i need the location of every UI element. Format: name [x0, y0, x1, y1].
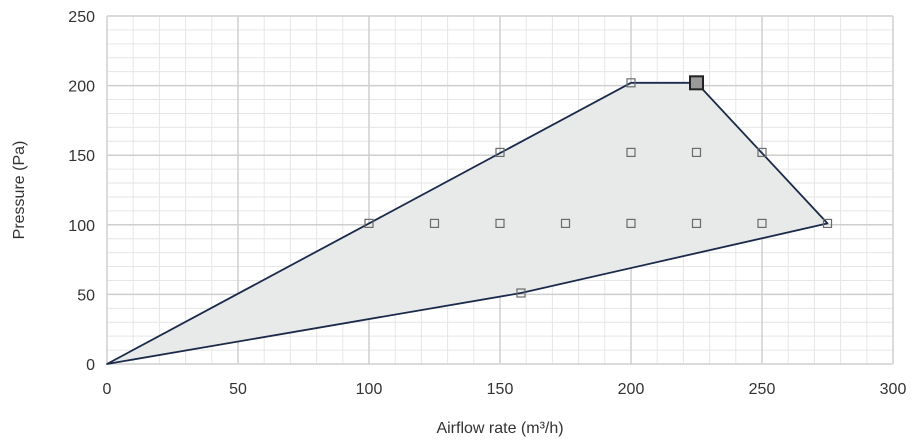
data-point-marker	[691, 218, 702, 229]
data-point-marker	[495, 218, 505, 229]
data-point-marker	[626, 78, 636, 88]
x-tick-label: 0	[103, 381, 112, 398]
data-point-marker	[757, 147, 767, 158]
y-tick-label: 0	[86, 357, 95, 374]
data-point-marker	[626, 147, 636, 158]
data-point-marker	[626, 218, 636, 229]
x-tick-label: 150	[487, 381, 514, 398]
x-tick-label: 200	[618, 381, 645, 398]
data-point-marker	[516, 288, 526, 298]
data-point-marker	[691, 147, 702, 158]
markers	[364, 75, 833, 298]
data-point-marker	[757, 218, 767, 229]
data-point-marker	[822, 218, 833, 229]
x-tick-label: 50	[229, 381, 247, 398]
data-point-marker	[429, 218, 440, 229]
y-tick-label: 50	[77, 287, 95, 304]
x-tick-label: 300	[880, 381, 907, 398]
y-tick-label: 250	[68, 9, 95, 26]
x-tick-label: 250	[749, 381, 776, 398]
x-tick-label: 100	[356, 381, 383, 398]
y-tick-label: 150	[68, 148, 95, 165]
data-point-marker	[560, 218, 571, 229]
data-point-marker	[364, 218, 374, 229]
y-tick-label: 100	[68, 218, 95, 235]
y-tick-label: 200	[68, 79, 95, 96]
highlighted-point-marker	[689, 75, 704, 91]
tick-labels: 0 50 100 150 200 250 300 0 50 100 150 200 250	[68, 9, 906, 398]
x-axis-title: Airflow rate (m³/h)	[436, 420, 563, 437]
data-point-marker	[495, 147, 505, 158]
y-axis-title: Pressure (Pa)	[11, 141, 28, 240]
